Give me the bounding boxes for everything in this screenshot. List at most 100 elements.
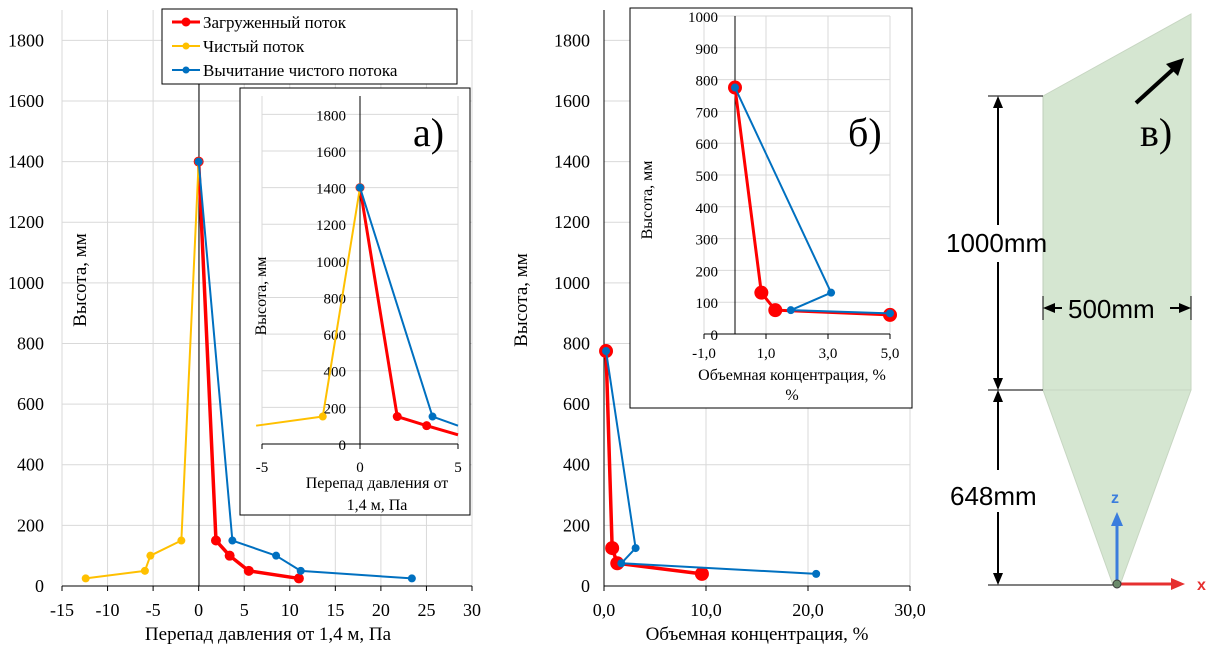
dim-1000-arrow-top bbox=[993, 96, 1003, 108]
left-y-label: Высота, мм bbox=[70, 233, 91, 327]
left-y-ticks: 0 200 400 600 800 1000 1200 1400 1600 1800 bbox=[8, 30, 44, 596]
left-inset-x-label-2: 1,4 м, Па bbox=[347, 497, 408, 514]
right-x-label: Объемная концентрация, % bbox=[646, 624, 869, 645]
right-inset-series-line bbox=[733, 87, 891, 317]
right-inset-data-point bbox=[827, 288, 836, 297]
left-inset-data-point bbox=[356, 183, 364, 192]
right-inset-series bbox=[728, 80, 897, 322]
left-x-tick-label: 5 bbox=[240, 600, 249, 620]
legend: Загруженный поток Чистый поток Вычитание… bbox=[161, 8, 458, 85]
right-series-line bbox=[604, 350, 703, 576]
right-inset-series-line bbox=[734, 87, 891, 315]
legend-label-subtracted: Вычитание чистого потока bbox=[203, 61, 398, 80]
left-inset-y-tick-label: 1600 bbox=[316, 145, 346, 161]
right-data-point bbox=[605, 541, 620, 556]
left-x-tick-label: 25 bbox=[417, 600, 435, 620]
legend-label-clean: Чистый поток bbox=[203, 37, 305, 56]
left-x-tick-label: 20 bbox=[372, 600, 390, 620]
legend-box bbox=[161, 8, 458, 85]
right-inset-frame bbox=[629, 7, 913, 409]
right-inset-data-point bbox=[731, 83, 739, 92]
left-data-point bbox=[194, 157, 203, 166]
right-inset-y-tick-label: 400 bbox=[696, 201, 719, 217]
right-y-tick-label: 200 bbox=[563, 515, 590, 535]
left-data-point bbox=[272, 551, 281, 560]
right-inset-x-label-1: Объемная концентрация, % bbox=[698, 367, 886, 384]
left-inset-y-tick-label: 600 bbox=[324, 328, 347, 344]
dim-648-label: 648mm bbox=[950, 481, 1037, 511]
left-y-tick-label: 1600 bbox=[8, 91, 44, 111]
hopper-diagram: в) 1000mm 648mm 500mm z x bbox=[946, 13, 1206, 594]
right-inset-y-tick-label: 100 bbox=[696, 296, 719, 312]
right-x-tick-label: 10,0 bbox=[690, 600, 722, 620]
left-inset-data-point bbox=[428, 412, 437, 421]
left-inset-data-point bbox=[318, 412, 327, 421]
left-x-ticks: -15 -10 -5 0 5 10 15 20 25 30 bbox=[50, 586, 481, 620]
right-y-tick-label: 1200 bbox=[554, 212, 590, 232]
flow-arrow-head-icon bbox=[1166, 58, 1184, 76]
z-axis-arrow-icon bbox=[1111, 512, 1123, 526]
right-inset-x-label-2: % bbox=[785, 387, 798, 404]
left-y-tick-label: 200 bbox=[17, 515, 44, 535]
dim-500-label: 500mm bbox=[1068, 294, 1155, 324]
right-inset-data-point bbox=[786, 306, 795, 315]
right-inset-x-tick-label: 3,0 bbox=[819, 346, 838, 362]
right-inset-data-point bbox=[754, 285, 769, 300]
left-series bbox=[81, 156, 416, 584]
left-inset-y-tick-label: 200 bbox=[324, 401, 347, 417]
legend-item-loaded: Загруженный поток bbox=[172, 13, 347, 32]
right-y-tick-label: 600 bbox=[563, 394, 590, 414]
left-chart: -15 -10 -5 0 5 10 15 20 25 30 0 200 400 600 800 1000 12… bbox=[8, 8, 481, 645]
left-x-tick-label: 15 bbox=[326, 600, 344, 620]
left-x-tick-label: 10 bbox=[281, 600, 299, 620]
panel-label-a: а) bbox=[413, 110, 444, 155]
left-data-point bbox=[407, 574, 416, 583]
left-y-tick-label: 1800 bbox=[8, 30, 44, 50]
left-inset-y-tick-label: 0 bbox=[339, 438, 347, 454]
left-y-tick-label: 1000 bbox=[8, 273, 44, 293]
left-data-point bbox=[177, 536, 186, 545]
right-inset-data-point bbox=[886, 309, 894, 318]
left-inset-x-tick-label: 5 bbox=[454, 460, 462, 476]
dim-1000-label: 1000mm bbox=[946, 228, 1047, 258]
right-x-tick-label: 30,0 bbox=[894, 600, 926, 620]
panel-label-b: б) bbox=[848, 110, 882, 155]
right-y-tick-label: 0 bbox=[581, 576, 590, 596]
right-inset-y-tick-label: 0 bbox=[711, 328, 719, 344]
legend-marker-loaded bbox=[181, 17, 191, 27]
left-inset-y-tick-label: 400 bbox=[324, 365, 347, 381]
right-inset-y-tick-label: 200 bbox=[696, 264, 719, 280]
right-data-point bbox=[631, 544, 640, 553]
left-inset-x-ticks: -5 0 5 bbox=[256, 444, 462, 476]
legend-item-clean: Чистый поток bbox=[172, 37, 305, 56]
panel-label-c: в) bbox=[1140, 110, 1172, 155]
dim-648-arrow-bottom bbox=[993, 573, 1003, 585]
left-data-point bbox=[228, 536, 237, 545]
legend-marker-clean bbox=[182, 42, 190, 50]
x-axis-arrow-icon bbox=[1171, 578, 1185, 590]
right-inset-y-tick-label: 900 bbox=[696, 42, 719, 58]
left-inset-x-label-1: Перепад давления от bbox=[306, 475, 449, 492]
right-inset-data-point bbox=[768, 303, 783, 318]
right-inset-y-tick-label: 300 bbox=[696, 233, 719, 249]
right-data-point bbox=[617, 559, 626, 568]
left-x-tick-label: -5 bbox=[146, 600, 161, 620]
left-data-point bbox=[243, 565, 254, 576]
left-inset-y-tick-label: 1200 bbox=[316, 218, 346, 234]
left-data-point bbox=[296, 566, 305, 575]
dim-500-arrow-right bbox=[1179, 303, 1191, 313]
left-inset-y-tick-label: 1400 bbox=[316, 182, 346, 198]
legend-marker-subtracted bbox=[182, 66, 190, 74]
right-data-point bbox=[812, 569, 821, 578]
legend-item-subtracted: Вычитание чистого потока bbox=[172, 61, 398, 80]
left-series-line bbox=[85, 161, 200, 580]
right-data-point bbox=[602, 347, 611, 356]
hopper-upper-body bbox=[1042, 13, 1192, 391]
left-x-tick-label: -10 bbox=[96, 600, 120, 620]
left-inset-data-point bbox=[392, 412, 402, 422]
left-y-tick-label: 400 bbox=[17, 455, 44, 475]
legend-label-loaded: Загруженный поток bbox=[203, 13, 347, 32]
left-data-point bbox=[140, 566, 149, 575]
